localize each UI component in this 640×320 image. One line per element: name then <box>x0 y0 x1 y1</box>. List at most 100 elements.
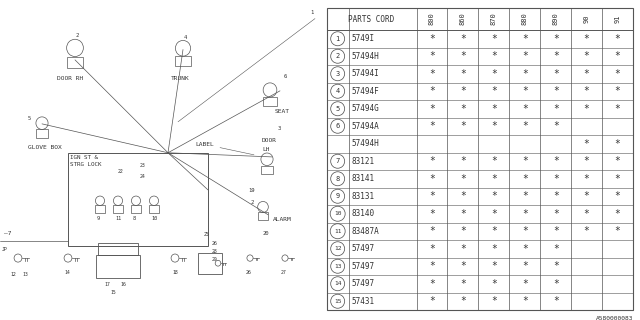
Text: *: * <box>460 69 466 79</box>
Text: *: * <box>584 69 589 79</box>
Text: 90: 90 <box>584 15 589 23</box>
Text: *: * <box>429 104 435 114</box>
Text: *: * <box>553 34 559 44</box>
Text: *: * <box>614 104 621 114</box>
Text: JP: JP <box>2 247 8 252</box>
Bar <box>175 56 191 66</box>
Text: 57494H: 57494H <box>351 52 380 61</box>
Text: 83141: 83141 <box>351 174 375 183</box>
Text: 57494G: 57494G <box>351 104 380 113</box>
Text: *: * <box>522 226 528 236</box>
Text: 57497: 57497 <box>351 279 375 288</box>
Text: 24: 24 <box>140 173 146 179</box>
Text: LABEL: LABEL <box>195 142 214 148</box>
Text: *: * <box>460 121 466 131</box>
Text: *: * <box>584 226 589 236</box>
Text: 13: 13 <box>22 272 28 276</box>
Text: 7: 7 <box>335 158 340 164</box>
Text: *: * <box>584 86 589 96</box>
Text: 83121: 83121 <box>351 157 375 166</box>
Bar <box>150 205 159 213</box>
Text: *: * <box>522 244 528 254</box>
Text: *: * <box>614 139 621 149</box>
Text: 26: 26 <box>212 241 218 246</box>
Text: *: * <box>522 209 528 219</box>
Text: *: * <box>491 86 497 96</box>
Text: 83487A: 83487A <box>351 227 380 236</box>
Bar <box>98 243 138 255</box>
Text: 2: 2 <box>76 33 79 38</box>
Text: *: * <box>429 86 435 96</box>
Text: *: * <box>429 34 435 44</box>
Text: ALARM: ALARM <box>273 217 292 222</box>
Text: *: * <box>460 279 466 289</box>
Text: *: * <box>460 34 466 44</box>
Text: 4: 4 <box>335 88 340 94</box>
Text: STRG LOCK: STRG LOCK <box>70 162 102 167</box>
Text: 17: 17 <box>104 282 109 287</box>
Text: 27: 27 <box>281 269 287 275</box>
Text: *: * <box>614 209 621 219</box>
Text: *: * <box>491 244 497 254</box>
Text: *: * <box>584 51 589 61</box>
Text: 3: 3 <box>335 71 340 77</box>
Text: *: * <box>614 86 621 96</box>
Bar <box>36 129 48 138</box>
Text: *: * <box>460 296 466 306</box>
Text: *: * <box>553 296 559 306</box>
Text: LH: LH <box>262 147 269 152</box>
Text: *: * <box>460 156 466 166</box>
Text: 800: 800 <box>429 12 435 25</box>
Text: *: * <box>429 261 435 271</box>
Text: *: * <box>491 191 497 201</box>
Text: PARTS CORD: PARTS CORD <box>348 14 395 23</box>
Bar <box>68 153 208 246</box>
Text: 23: 23 <box>140 163 146 168</box>
Text: 1: 1 <box>311 11 314 15</box>
Text: 14: 14 <box>334 281 341 286</box>
Text: *: * <box>491 174 497 184</box>
Text: *: * <box>460 191 466 201</box>
Text: *: * <box>553 279 559 289</box>
Text: SEAT: SEAT <box>275 109 290 115</box>
Text: 2: 2 <box>335 53 340 59</box>
Text: *: * <box>584 104 589 114</box>
Text: *: * <box>491 279 497 289</box>
Text: *: * <box>553 51 559 61</box>
Text: *: * <box>522 51 528 61</box>
Text: 5: 5 <box>28 116 31 121</box>
Bar <box>198 253 222 274</box>
Text: *: * <box>553 69 559 79</box>
Text: 860: 860 <box>460 12 466 25</box>
Text: DOOR RH: DOOR RH <box>57 76 83 81</box>
Text: *: * <box>614 51 621 61</box>
Text: *: * <box>491 69 497 79</box>
Text: *: * <box>614 226 621 236</box>
Text: IGN ST &: IGN ST & <box>70 155 98 160</box>
Text: *: * <box>614 156 621 166</box>
Text: 18: 18 <box>172 269 178 275</box>
Text: 19: 19 <box>249 188 255 193</box>
Text: *: * <box>429 296 435 306</box>
Text: *: * <box>522 69 528 79</box>
Text: *: * <box>491 261 497 271</box>
Text: *: * <box>491 296 497 306</box>
Text: 3: 3 <box>278 126 281 131</box>
Text: *: * <box>584 209 589 219</box>
Text: 57431: 57431 <box>351 297 375 306</box>
Text: *: * <box>553 191 559 201</box>
Bar <box>113 205 123 213</box>
Bar <box>131 205 141 213</box>
Bar <box>263 97 277 106</box>
Text: *: * <box>491 209 497 219</box>
Bar <box>258 212 268 220</box>
Text: 25: 25 <box>204 232 210 237</box>
Text: *: * <box>522 191 528 201</box>
Text: 13: 13 <box>334 264 341 269</box>
Text: 26: 26 <box>246 269 252 275</box>
Text: *: * <box>460 226 466 236</box>
Text: 4: 4 <box>184 35 187 40</box>
Text: *: * <box>429 51 435 61</box>
Text: *: * <box>614 34 621 44</box>
Text: 20: 20 <box>263 231 269 236</box>
